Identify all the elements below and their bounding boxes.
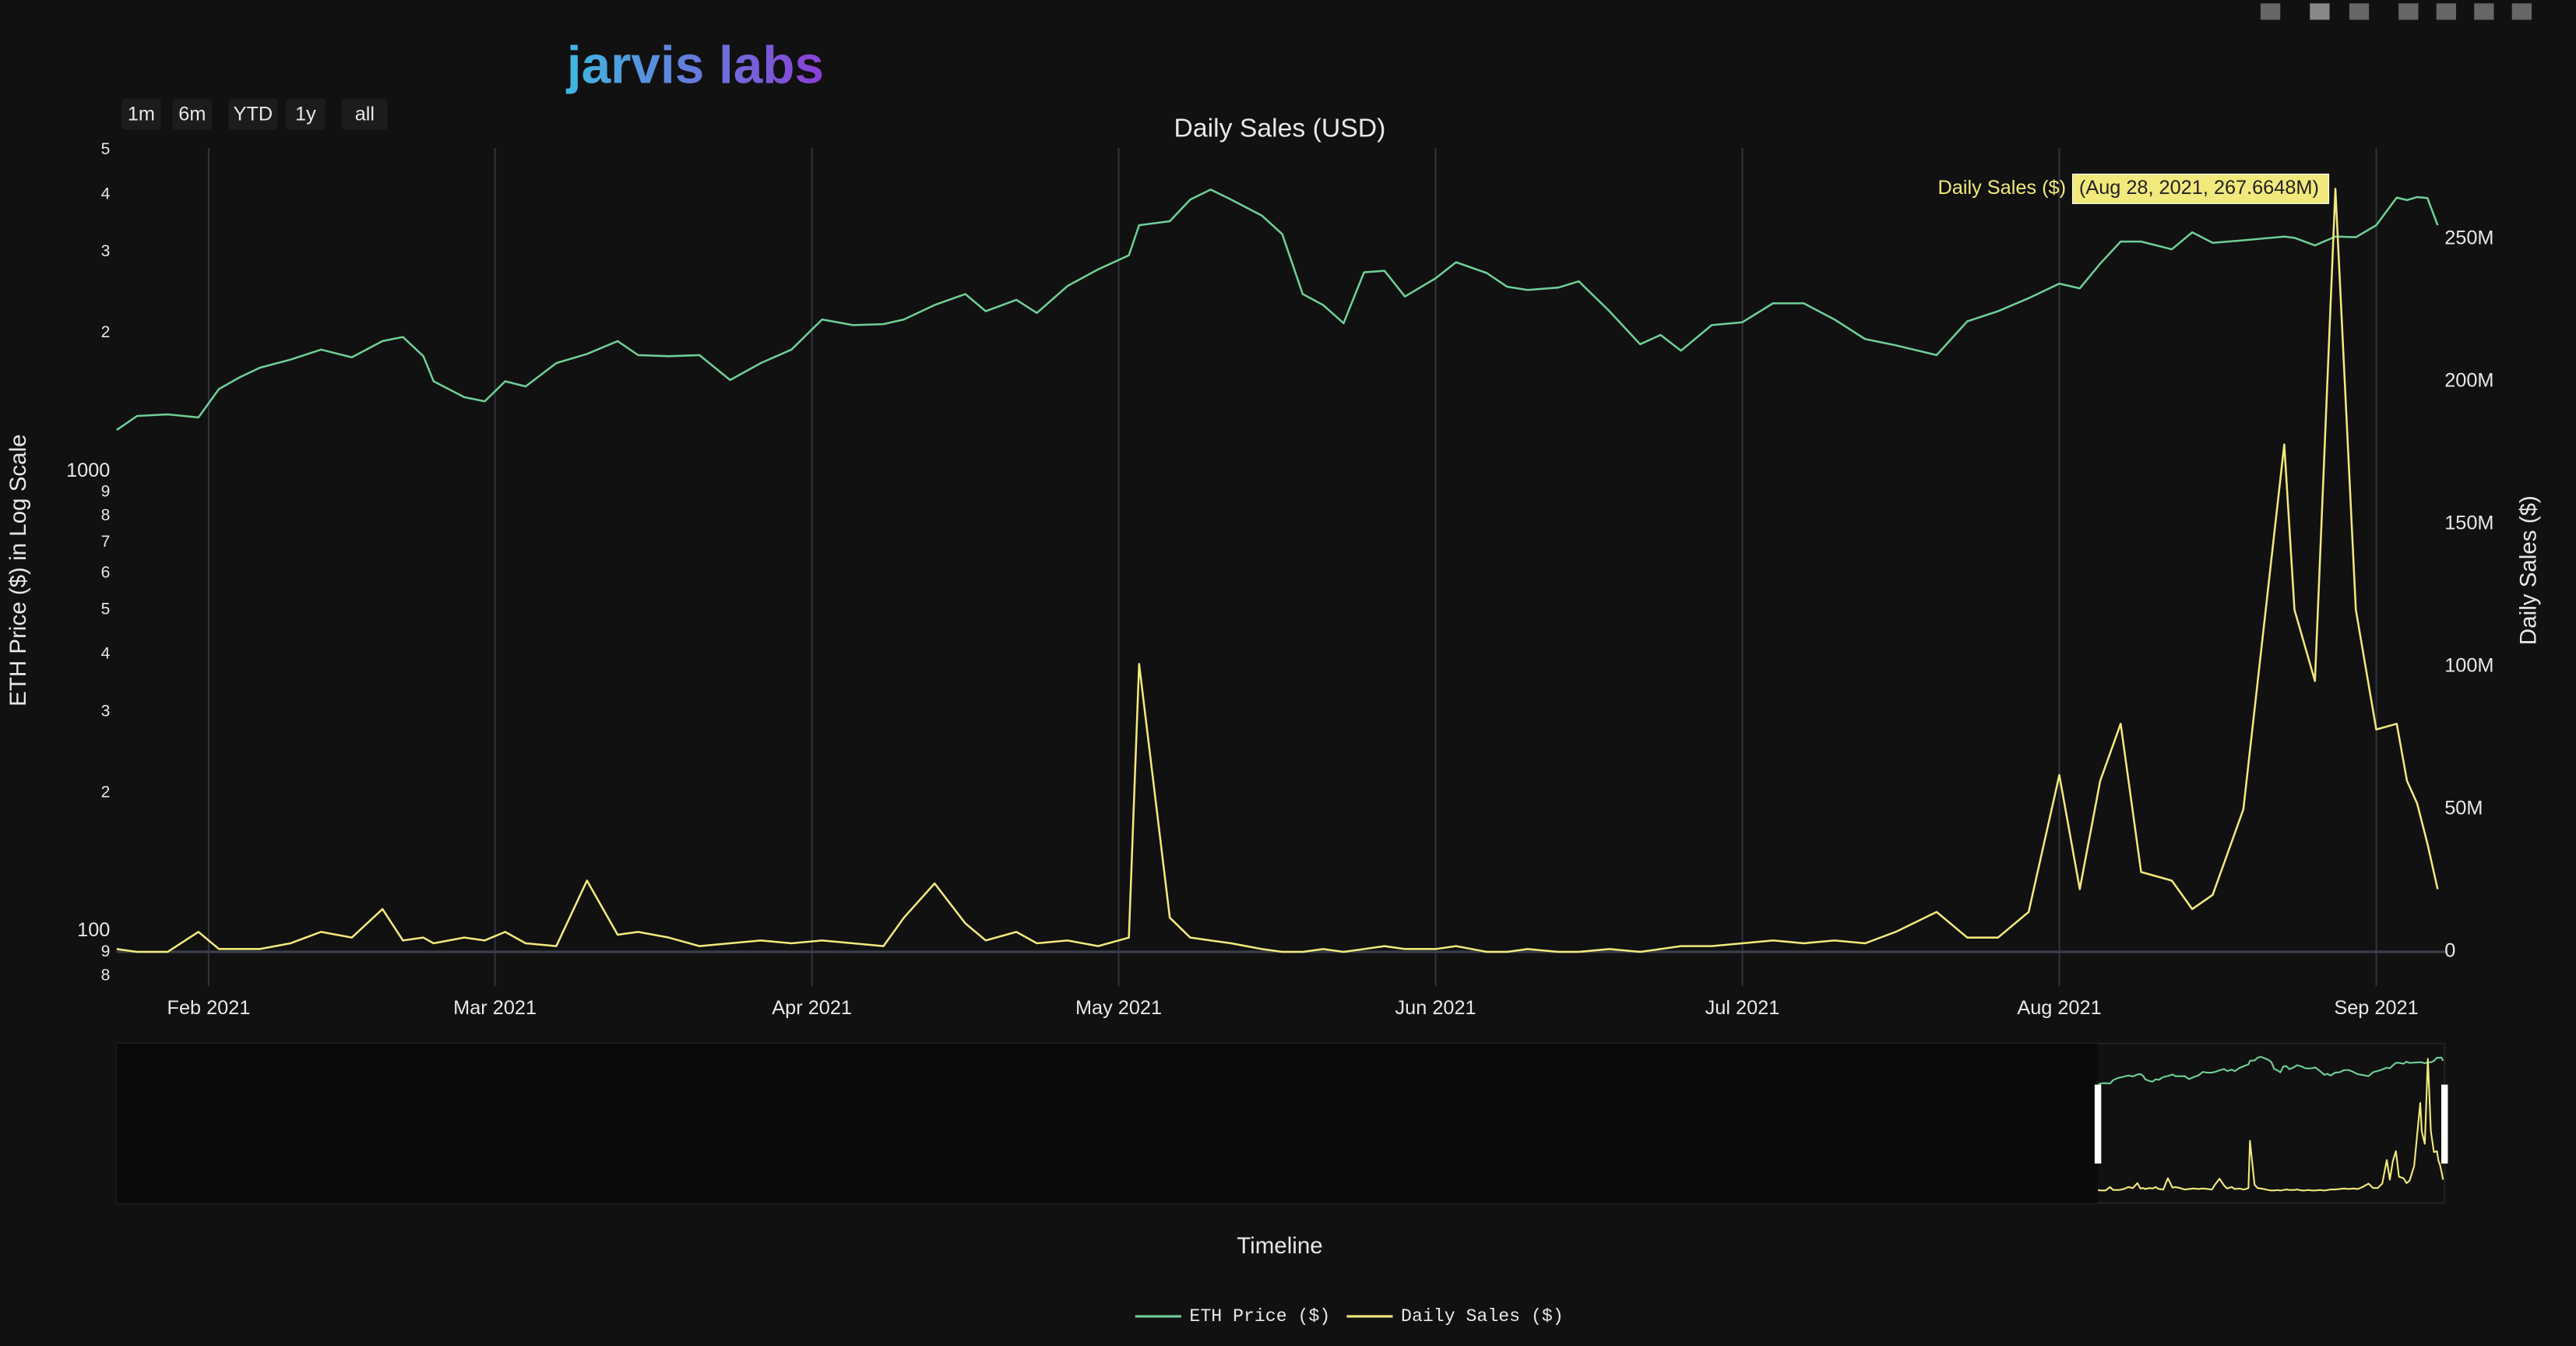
modebar-icon[interactable]: [2511, 3, 2532, 20]
y2-tick-label: 200M: [2444, 370, 2493, 392]
y-tick-label: 3: [101, 242, 111, 260]
range-button[interactable]: [121, 98, 161, 130]
y-tick-label: 8: [101, 506, 111, 524]
series-line: [116, 188, 2439, 953]
y2-tick-label: 150M: [2444, 513, 2493, 534]
y-tick-label: 2: [101, 783, 111, 801]
range-slider-line: [2097, 1058, 2444, 1192]
range-button[interactable]: [228, 98, 278, 130]
tooltip-box: [2071, 173, 2330, 204]
modebar-icon[interactable]: [2436, 3, 2456, 20]
range-slider-mask: [116, 1043, 2099, 1203]
x-axis-title: Timeline: [1237, 1233, 1322, 1259]
y-tick-label: 9: [101, 483, 111, 501]
modebar-icon[interactable]: [2474, 3, 2494, 20]
range-button[interactable]: [172, 98, 213, 130]
range-button-label[interactable]: YTD: [234, 103, 273, 125]
range-button-label[interactable]: 1m: [128, 103, 155, 125]
tooltip-label: Daily Sales ($): [1938, 177, 2066, 199]
series-line: [116, 189, 2439, 432]
x-tick-label: Jun 2021: [1395, 997, 1476, 1019]
y2-tick-label: 100M: [2444, 655, 2493, 677]
range-button-label[interactable]: all: [355, 103, 375, 125]
range-buttons[interactable]: 1m 6m YTD 1y all: [121, 98, 388, 130]
x-tick-label: May 2021: [1075, 997, 1162, 1019]
y-tick-label: 1000: [66, 460, 110, 481]
x-tick-label: Aug 2021: [2017, 997, 2101, 1019]
legend-label: ETH Price ($): [1189, 1306, 1330, 1327]
y2-tick-label: 0: [2444, 940, 2455, 962]
modebar-icon[interactable]: [2398, 3, 2419, 20]
y-tick-label: 5: [101, 600, 111, 618]
legend-label: Daily Sales ($): [1401, 1306, 1564, 1327]
y-tick-label: 3: [101, 702, 111, 720]
modebar-icon[interactable]: [2349, 3, 2370, 20]
y-tick-label: 7: [101, 533, 111, 551]
x-tick-label: Feb 2021: [167, 997, 251, 1019]
tooltip-text: (Aug 28, 2021, 267.6648M): [2079, 177, 2319, 199]
y-tick-label: 100: [77, 919, 110, 941]
y-tick-label: 6: [101, 564, 111, 582]
x-tick-label: Mar 2021: [453, 997, 537, 1019]
range-slider-handle[interactable]: [2094, 1084, 2102, 1164]
y2-tick-label: 50M: [2444, 798, 2483, 819]
y-tick-label: 9: [101, 943, 111, 960]
chart-title: Daily Sales (USD): [1174, 114, 1385, 143]
y-tick-label: 2: [101, 323, 111, 341]
y-tick-label: 4: [101, 645, 111, 663]
logo: jarvis labs: [565, 37, 824, 95]
range-button-label[interactable]: 1y: [295, 103, 316, 125]
x-tick-label: Jul 2021: [1705, 997, 1780, 1019]
y-tick-label: 4: [101, 185, 111, 203]
modebar-icon[interactable]: [2260, 3, 2281, 20]
range-slider-line: [2097, 1055, 2444, 1086]
x-tick-label: Apr 2021: [772, 997, 852, 1019]
y-tick-label: 5: [101, 140, 111, 158]
y2-tick-label: 250M: [2444, 227, 2493, 249]
y2-axis-title: Daily Sales ($): [2516, 495, 2542, 645]
y-axis-title: ETH Price ($) in Log Scale: [5, 434, 31, 706]
y-tick-label: 8: [101, 966, 111, 984]
x-tick-label: Sep 2021: [2334, 997, 2418, 1019]
range-slider-handle[interactable]: [2441, 1084, 2448, 1164]
modebar[interactable]: [2260, 3, 2532, 20]
modebar-icon[interactable]: [2310, 3, 2330, 20]
range-button[interactable]: [341, 98, 388, 130]
range-button[interactable]: [286, 98, 326, 130]
range-button-label[interactable]: 6m: [178, 103, 206, 125]
